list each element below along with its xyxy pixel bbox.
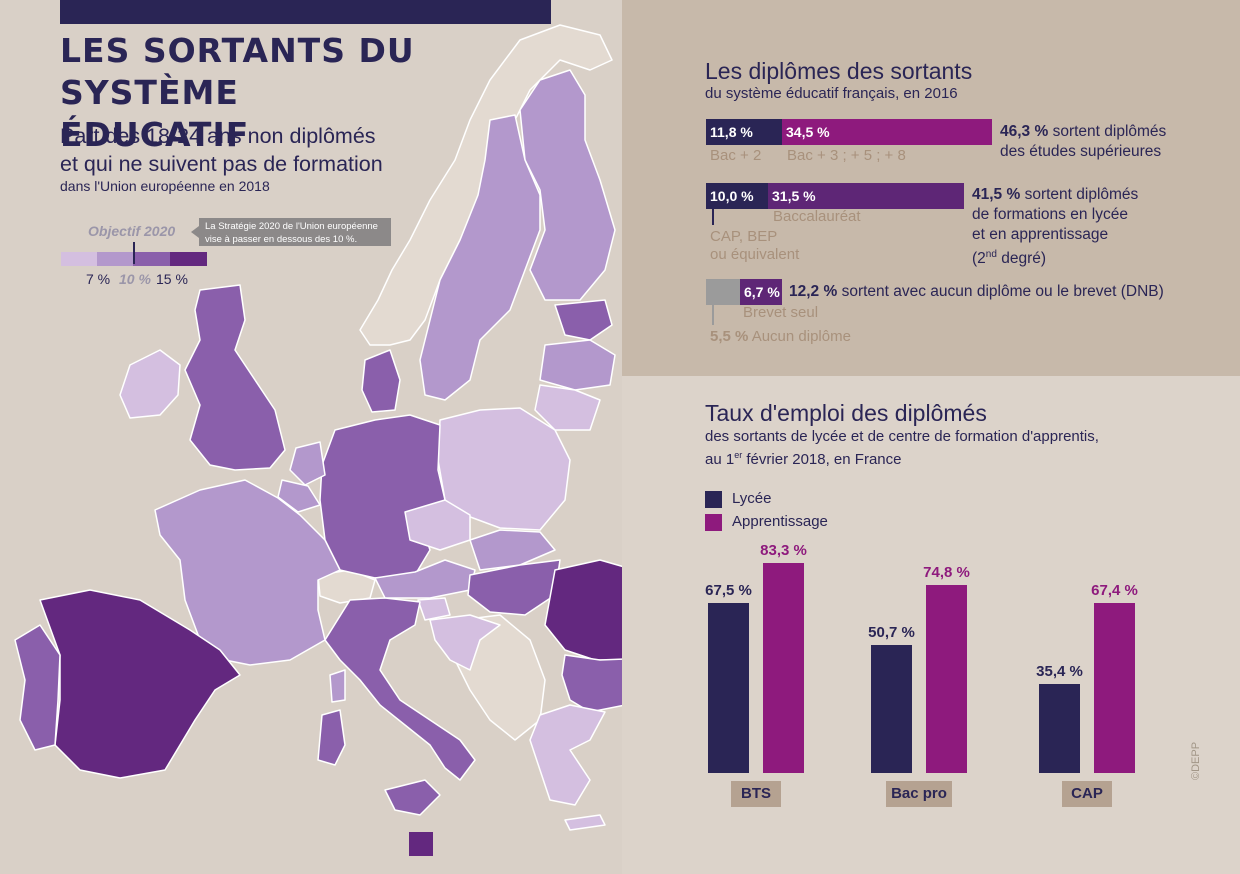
objective-tooltip: La Stratégie 2020 de l'Union européenne … [199,218,391,246]
map-subtitle: Part des 18-24 ans non diplômés et qui n… [60,124,383,176]
bar-baccalaureat: 31,5 % [768,183,964,209]
label-brevet: Brevet seul [743,304,819,321]
label-bac3-5-8: Bac + 3 ; + 5 ; + 8 [787,147,906,164]
map-denmark [361,349,401,413]
map-france [154,479,341,666]
total-superieur: 46,3 % [1000,123,1049,140]
emploi-subtitle-1: des sortants de lycée et de centre de fo… [705,428,1099,445]
label-bac2: Bac + 2 [710,147,762,164]
map-portugal [14,624,61,751]
desc-lycee-line4-sup: nd [985,249,997,260]
map-note: dans l'Union européenne en 2018 [60,178,270,194]
emploi-subtitle-2-sup: er [734,450,743,460]
desc-superieur-text: sortent diplômés [1048,123,1167,140]
objective-label: Objectif 2020 [88,223,176,239]
cap-bep-tick [712,209,714,225]
legend-apprentissage-swatch [705,514,722,531]
tooltip-arrow [191,226,199,238]
map-romania [544,559,622,661]
legend-tick-7: 7 % [86,271,111,287]
desc-lycee-line4-pre: (2 [972,250,986,268]
map-greece [529,704,606,806]
bar-brevet: 6,7 % [740,279,782,305]
map-hungary [467,559,561,616]
legend-tick-10: 10 % [119,271,151,287]
desc-superieur-line2: des études supérieures [1000,143,1162,160]
europe-map [14,24,622,856]
map-bulgaria [561,654,622,713]
desc-brevet-text: sortent avec aucun diplôme ou le brevet … [837,283,1164,300]
legend-swatch-mid [133,252,170,266]
desc-lycee-line4-post: degré) [996,250,1047,268]
label-aucun-diplome: 5,5 % Aucun diplôme [710,328,851,345]
map-uk [184,284,286,471]
total-lycee: 41,5 % [972,186,1021,203]
legend-swatch-lightest [61,252,97,266]
emploi-subtitle-2-post: février 2018, en France [742,451,902,468]
label-cap-bep: CAP, BEP ou équivalent [710,228,799,264]
map-finland [519,69,616,301]
bar-cap-bep: 10,0 % [706,183,768,209]
map-lithuania [534,384,601,431]
credit-text: ©DEPP [1190,741,1202,780]
legend-apprentissage-label: Apprentissage [732,513,828,530]
bar-bac3-5-8: 34,5 % [782,119,992,145]
desc-lycee-text: sortent diplômés [1020,186,1139,203]
value-aucun-diplome: 5,5 % [710,328,749,345]
text-aucun-diplome: Aucun diplôme [751,328,851,345]
main-title: LES SORTANTS DU SYSTÈME ÉDUCATIF [60,31,415,154]
map-sicily [384,779,441,816]
map-germany [319,414,446,579]
label-cap-bep-l1: CAP, BEP [710,228,778,245]
map-panel [14,24,622,856]
map-italy [324,597,476,781]
map-slovenia [417,597,451,621]
map-croatia [429,614,501,671]
desc-superieur: 46,3 % sortent diplômés des études supér… [1000,122,1166,162]
title-bar-accent [60,0,551,24]
label-cap-bep-l2: ou équivalent [710,246,800,263]
desc-lycee-line2: de formations en lycée [972,206,1128,223]
emploi-subtitle-2: au 1er février 2018, en France [705,446,901,469]
bar-bac2: 11,8 % [706,119,782,145]
map-crete [564,814,606,831]
legend-swatch-dark [170,252,207,266]
desc-lycee-line3: et en apprentissage [972,226,1109,243]
map-malta-inset [409,832,433,856]
map-sweden [419,114,541,401]
legend-lycee-label: Lycée [732,490,772,507]
emploi-title: Taux d'emploi des diplômés [705,400,987,426]
map-belgium [277,479,321,513]
map-spain [39,589,241,779]
map-sardinia [317,709,346,766]
diplomes-subtitle: du système éducatif français, en 2016 [705,85,958,102]
legend-tick-15: 15 % [156,271,188,287]
map-netherlands [289,441,326,486]
map-latvia [539,339,616,391]
legend-lycee-swatch [705,491,722,508]
desc-lycee-line4: (2nd degré) [972,249,1047,268]
map-ireland [119,349,181,419]
aucun-diplome-tick [712,305,714,325]
bar-aucun-diplome [706,279,740,305]
desc-lycee: 41,5 % sortent diplômés de formations en… [972,185,1138,269]
desc-brevet: 12,2 % sortent avec aucun diplôme ou le … [789,282,1164,302]
legend-objective-marker [133,242,135,264]
map-corsica [329,669,346,703]
map-slovakia [469,529,556,571]
label-baccalaureat: Baccalauréat [773,208,861,225]
tooltip-line-2: vise à passer en dessous des 10 %. [205,234,358,245]
total-brevet: 12,2 % [789,283,838,300]
legend-swatch-light [97,252,133,266]
emploi-subtitle-2-pre: au 1 [705,451,735,468]
tooltip-line-1: La Stratégie 2020 de l'Union européenne [205,221,378,232]
diplomes-title: Les diplômes des sortants [705,58,973,84]
map-estonia [554,299,613,341]
